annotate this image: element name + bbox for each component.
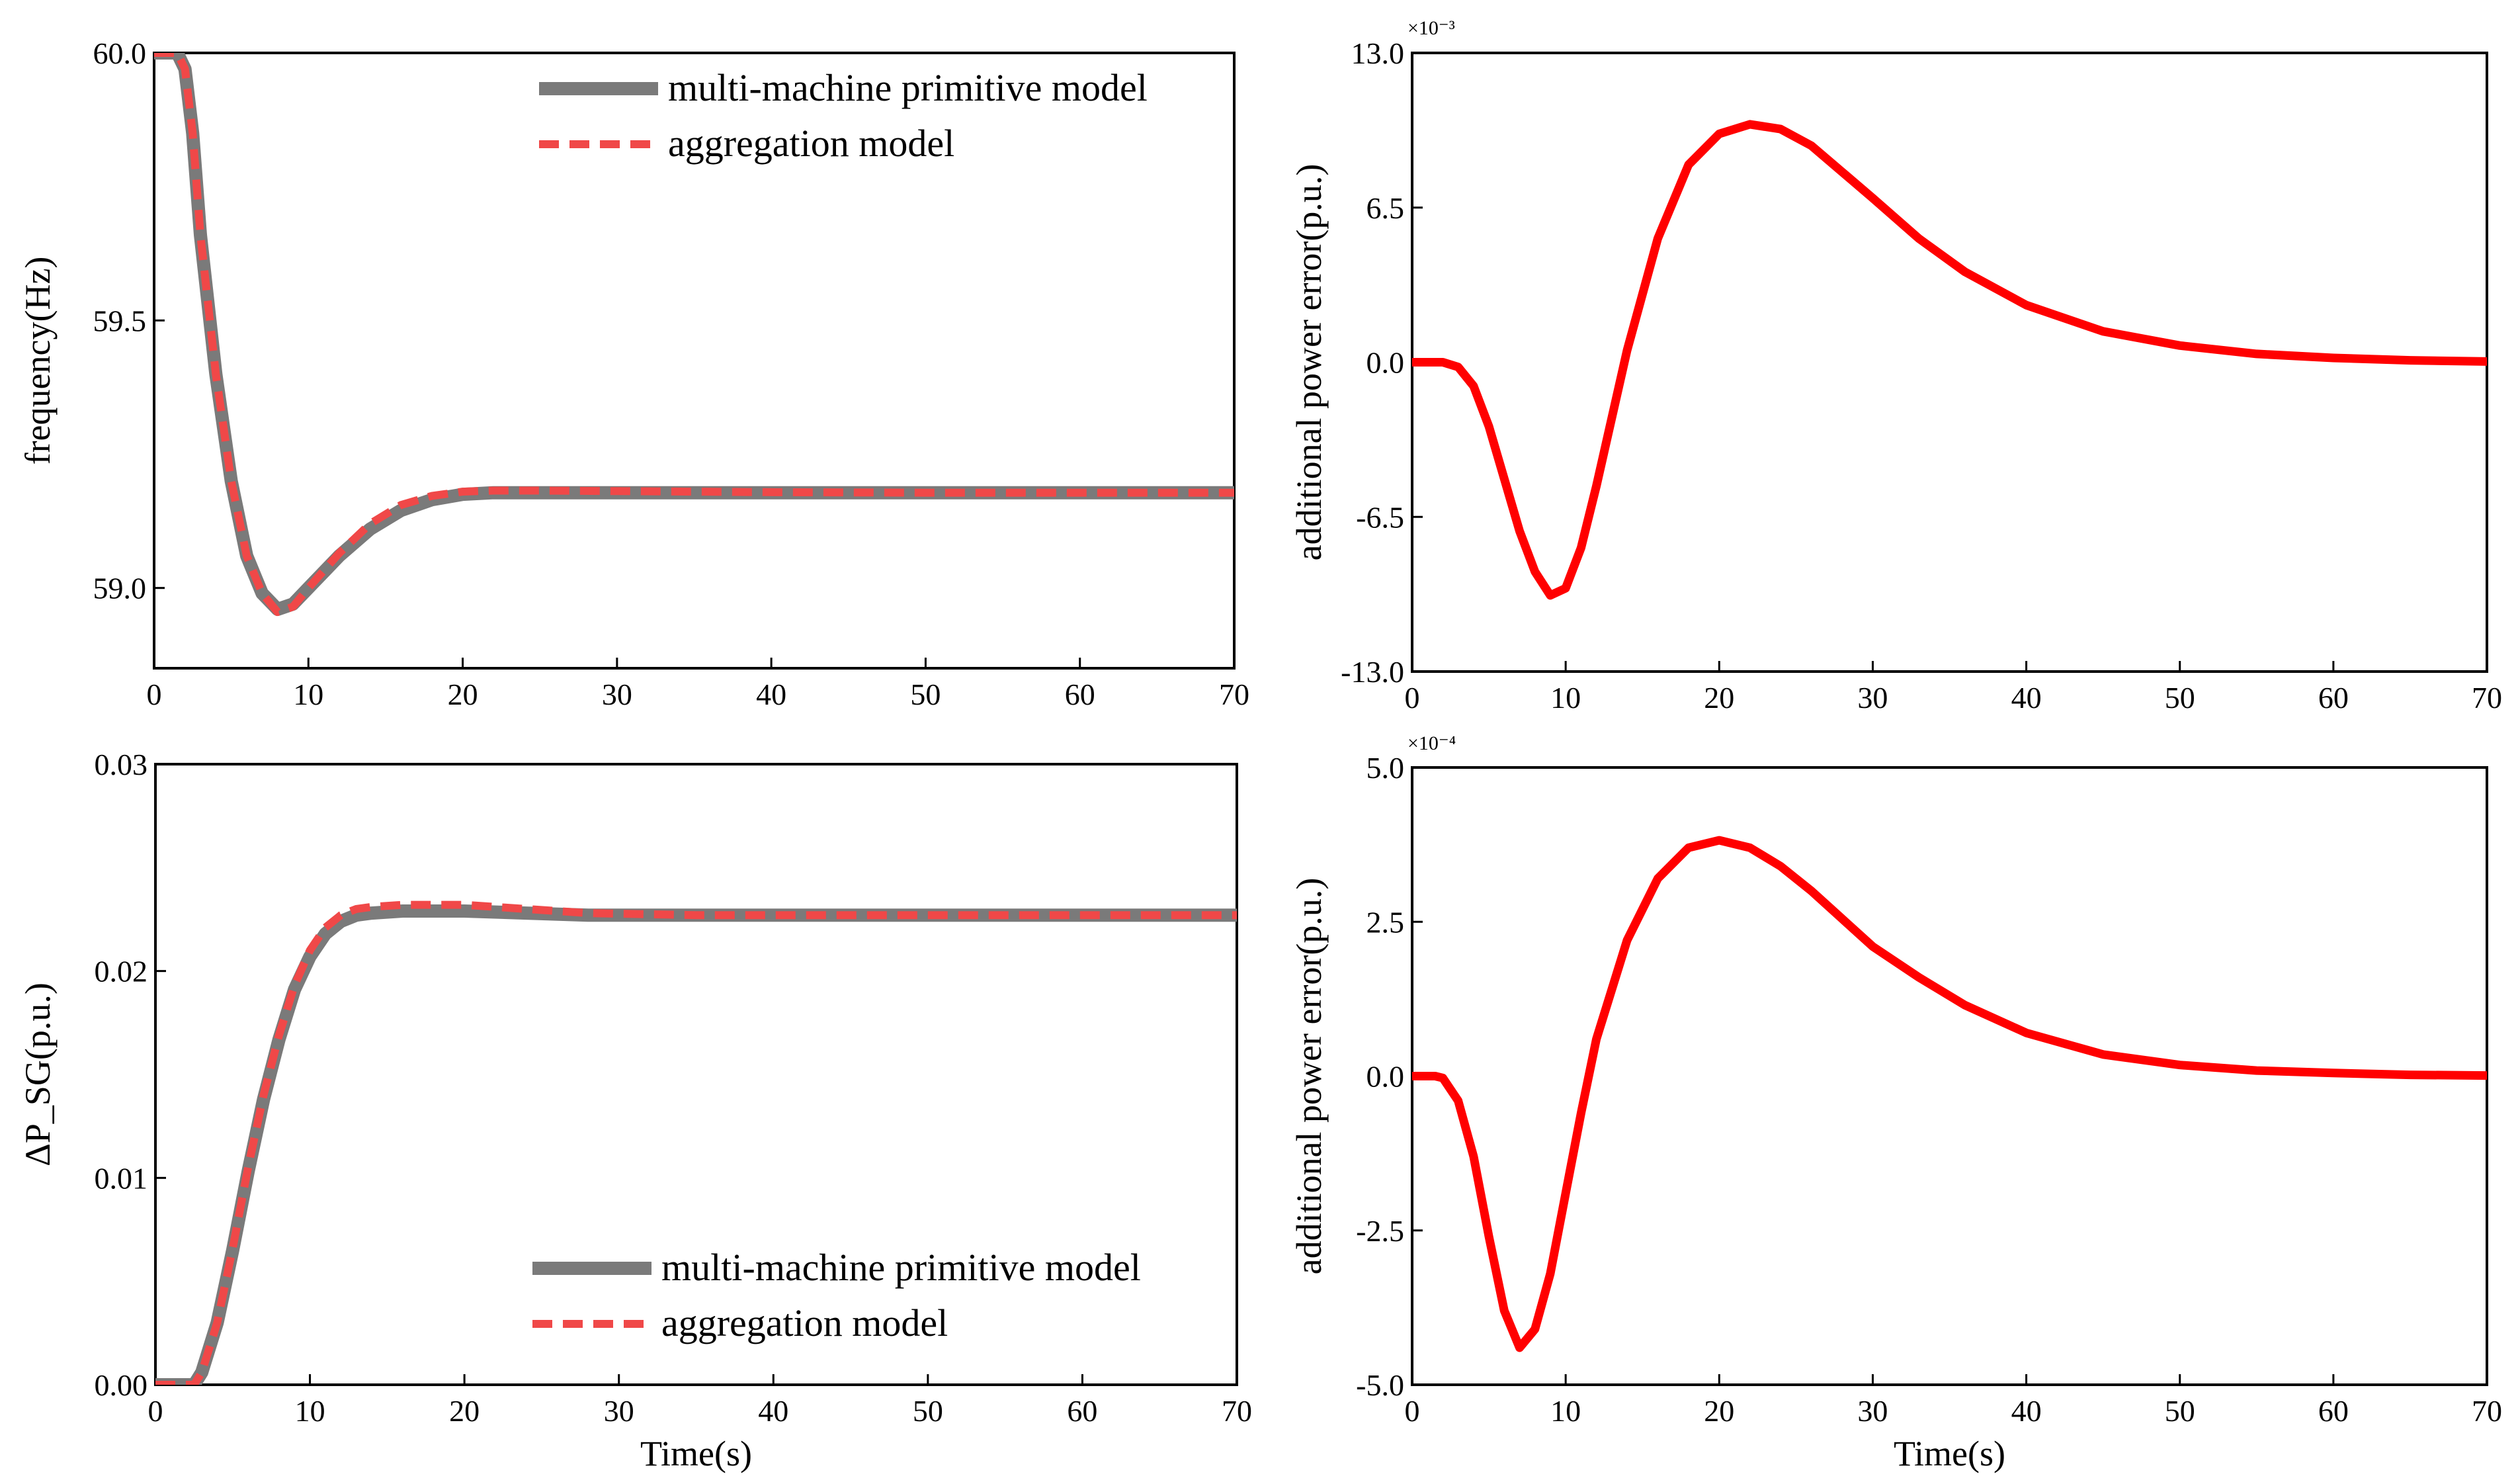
x-tick-label: 60 — [1065, 677, 1095, 711]
x-tick-label: 40 — [2011, 1394, 2042, 1428]
x-tick-label: 10 — [293, 677, 323, 711]
chart-frequency: 0 10 20 30 40 50 60 70 59.0 59.5 60.0 frequency(Hz)… — [18, 36, 1249, 711]
y-tick-label: -5.0 — [1356, 1368, 1404, 1402]
x-tick-label: 70 — [2472, 681, 2502, 715]
series-line-aggregation — [155, 900, 1237, 1385]
x-tick-label: 10 — [295, 1394, 325, 1428]
y-axis-title: ΔP_SG(p.u.) — [18, 982, 58, 1166]
y-tick-label: 0.00 — [95, 1368, 148, 1402]
y-tick-label: 0.02 — [95, 955, 148, 988]
legend-label: multi-machine primitive model — [668, 66, 1148, 109]
y-axis-title: frequency(Hz) — [18, 257, 58, 465]
y-tick-label: -13.0 — [1341, 655, 1404, 689]
legend-label: multi-machine primitive model — [661, 1246, 1141, 1289]
x-tick-label: 30 — [602, 677, 632, 711]
x-tick-label: 20 — [1704, 1394, 1734, 1428]
x-tick-label: 10 — [1550, 681, 1581, 715]
exponent-label: ×10⁻³ — [1407, 17, 1455, 39]
y-tick-label: 13.0 — [1351, 36, 1405, 70]
x-tick-label: 70 — [2472, 1394, 2502, 1428]
y-tick-label: 59.0 — [93, 572, 147, 605]
x-tick-label: 50 — [910, 677, 941, 711]
y-tick-label: 60.0 — [93, 36, 147, 70]
x-axis-title: Time(s) — [1894, 1434, 2005, 1473]
x-tick-label: 40 — [758, 1394, 788, 1428]
y-tick-label: 2.5 — [1366, 905, 1405, 939]
y-tick-label: 5.0 — [1366, 751, 1405, 785]
series-line-aggregation — [154, 53, 1234, 617]
plot-frame — [154, 763, 1238, 1386]
x-tick-label: 60 — [2318, 681, 2349, 715]
x-tick-label: 40 — [756, 677, 786, 711]
x-tick-label: 70 — [1222, 1394, 1252, 1428]
x-tick-label: 70 — [1219, 677, 1249, 711]
y-tick-label: 0.01 — [95, 1161, 148, 1195]
x-tick-label: 50 — [2165, 1394, 2195, 1428]
x-tick-label: 30 — [1857, 681, 1888, 715]
x-tick-label: 30 — [604, 1394, 634, 1428]
y-tick-label: 6.5 — [1366, 191, 1405, 225]
plot-frame — [153, 52, 1236, 670]
x-tick-label: 0 — [1405, 681, 1420, 715]
x-tick-label: 50 — [913, 1394, 943, 1428]
x-tick-label: 20 — [448, 677, 478, 711]
series-line-error — [1412, 836, 2487, 1352]
x-tick-label: 0 — [148, 1394, 163, 1428]
y-tick-label: 0.0 — [1366, 1060, 1405, 1094]
y-tick-label: -6.5 — [1356, 500, 1404, 534]
legend-label: aggregation model — [668, 122, 954, 165]
y-axis-title: additional power error(p.u.) — [1289, 878, 1329, 1275]
y-tick-label: -2.5 — [1356, 1214, 1404, 1248]
x-tick-label: 60 — [2318, 1394, 2349, 1428]
x-tick-label: 40 — [2011, 681, 2042, 715]
chart-delta-p-sg: 0 10 20 30 40 50 60 70 0.00 0.01 0.02 0.03 ΔP_SG(p.u… — [18, 748, 1252, 1473]
x-tick-label: 30 — [1857, 1394, 1888, 1428]
y-axis-title: additional power error(p.u.) — [1289, 164, 1329, 561]
exponent-label: ×10⁻⁴ — [1407, 732, 1456, 754]
x-tick-label: 20 — [1704, 681, 1734, 715]
chart-power-error-2: 0 10 20 30 40 50 60 70 -5.0 -2.5 0.0 2.5 5.0×10⁻⁴ add… — [1289, 732, 2502, 1473]
x-tick-label: 0 — [147, 677, 162, 711]
x-tick-label: 50 — [2165, 681, 2195, 715]
x-tick-label: 10 — [1550, 1394, 1581, 1428]
chart-power-error-1: 0 10 20 30 40 50 60 70 -13.0 -6.5 0.0 6.5 13.0×10⁻³ a… — [1289, 17, 2502, 715]
legend-label: aggregation model — [661, 1301, 948, 1344]
x-tick-label: 0 — [1405, 1394, 1420, 1428]
x-tick-label: 60 — [1067, 1394, 1097, 1428]
x-axis-title: Time(s) — [640, 1434, 752, 1473]
series-line-error — [1412, 120, 2487, 600]
x-tick-label: 20 — [449, 1394, 480, 1428]
y-tick-label: 0.0 — [1366, 346, 1405, 380]
y-tick-label: 0.03 — [95, 748, 148, 781]
y-tick-label: 59.5 — [93, 304, 147, 337]
